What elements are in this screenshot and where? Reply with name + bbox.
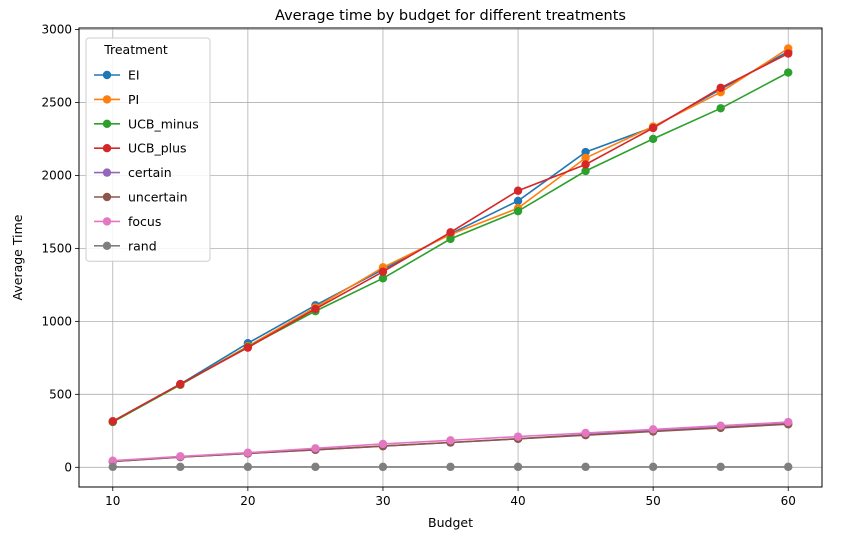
series-layer: [108, 44, 793, 472]
data-point: [784, 462, 793, 472]
data-point: [513, 186, 523, 195]
series-ucb-plus: [108, 49, 793, 426]
series-rand: [108, 462, 793, 472]
data-point: [446, 234, 455, 244]
y-tick-label: 0: [64, 460, 72, 474]
data-point: [648, 425, 658, 434]
data-point: [108, 417, 117, 426]
legend-item: uncertain: [94, 190, 188, 205]
legend-item: UCB_plus: [94, 141, 187, 156]
data-point: [378, 267, 388, 276]
legend-item: focus: [94, 214, 161, 229]
x-tick-label: 40: [510, 494, 525, 508]
y-tick-label: 1000: [41, 314, 72, 328]
y-tick-label: 3000: [41, 22, 72, 36]
legend-label: UCB_plus: [128, 141, 187, 156]
legend-item: rand: [94, 238, 157, 253]
legend-label: PI: [128, 92, 139, 107]
data-point: [446, 462, 455, 472]
data-point: [581, 428, 590, 438]
x-tick-label: 50: [645, 494, 660, 508]
data-point: [581, 153, 590, 163]
y-axis-label: Average Time: [10, 214, 25, 300]
legend-swatch-marker: [102, 119, 112, 128]
y-tick-label: 2500: [41, 95, 72, 109]
data-point: [513, 206, 523, 216]
data-point: [716, 104, 725, 113]
data-point: [243, 448, 253, 457]
x-tick-label: 60: [781, 494, 796, 508]
data-point: [716, 462, 725, 472]
data-point: [176, 462, 185, 472]
data-point: [784, 417, 793, 427]
data-point: [784, 68, 793, 77]
legend-label: focus: [128, 214, 161, 229]
data-point: [446, 228, 455, 237]
data-point: [513, 432, 523, 441]
legend-swatch-marker: [102, 241, 112, 250]
legend-label: rand: [128, 238, 157, 253]
legend-swatch-marker: [102, 70, 112, 80]
data-point: [716, 421, 725, 430]
data-point: [311, 304, 320, 314]
legend-label: uncertain: [128, 190, 188, 205]
data-point: [108, 462, 117, 472]
legend-label: EI: [128, 68, 140, 83]
data-point: [648, 462, 658, 472]
y-tick-label: 2000: [41, 168, 72, 182]
x-axis-label: Budget: [428, 515, 473, 530]
data-point: [784, 49, 793, 58]
x-tick-label: 10: [105, 494, 120, 508]
chart-title: Average time by budget for different tre…: [275, 8, 626, 24]
x-axis: 10 20 30 40 50 60: [105, 487, 796, 508]
data-point: [378, 462, 388, 472]
data-point: [243, 462, 253, 472]
legend-swatch-marker: [102, 217, 112, 226]
legend-item: PI: [94, 92, 139, 107]
series-focus: [108, 417, 793, 465]
data-point: [378, 274, 388, 283]
legend-title: Treatment: [103, 42, 168, 57]
legend-swatch-marker: [102, 95, 112, 104]
data-point: [243, 343, 253, 352]
legend-item: EI: [94, 68, 140, 83]
legend-swatch-marker: [102, 144, 112, 153]
data-point: [716, 83, 725, 93]
legend-item: certain: [94, 165, 172, 180]
plot-frame: [78, 27, 823, 488]
legend-label: certain: [128, 165, 172, 180]
data-point: [311, 462, 320, 472]
data-point: [513, 462, 523, 472]
data-point: [581, 166, 590, 176]
data-point: [581, 147, 590, 157]
legend-swatch-marker: [102, 192, 112, 202]
x-tick-label: 20: [240, 494, 255, 508]
legend-label: UCB_minus: [128, 116, 199, 131]
legend-item: UCB_minus: [94, 116, 199, 131]
y-axis: 0 500 1000 1500 2000 2500 3000: [41, 22, 79, 474]
data-point: [648, 134, 658, 144]
x-tick-label: 30: [375, 494, 390, 508]
y-tick-label: 1500: [41, 241, 72, 255]
y-tick-label: 500: [49, 387, 72, 401]
legend-box: [85, 37, 211, 262]
data-point: [108, 456, 117, 465]
data-point: [446, 436, 455, 445]
data-point: [581, 160, 590, 169]
data-point: [176, 452, 185, 461]
data-point: [648, 123, 658, 133]
data-point: [176, 379, 185, 389]
data-point: [581, 462, 590, 472]
data-point: [378, 439, 388, 449]
legend-swatch-marker: [102, 168, 112, 177]
data-point: [513, 196, 523, 206]
data-point: [311, 444, 320, 453]
